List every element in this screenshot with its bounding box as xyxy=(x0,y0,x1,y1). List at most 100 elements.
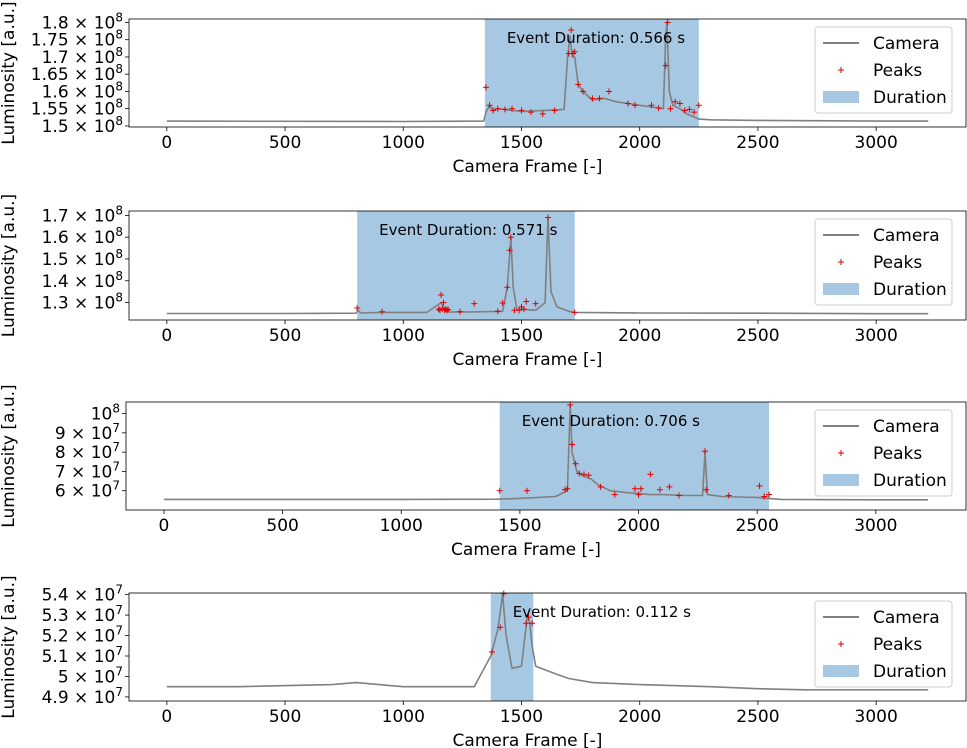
duration-band xyxy=(357,211,575,320)
y-tick-mantissa: 1.6 xyxy=(42,82,69,102)
y-tick-exponent: 7 xyxy=(115,624,123,638)
peak-marker xyxy=(518,107,525,114)
y-tick-label: 1.55 × 108 xyxy=(31,97,123,120)
y-tick-label: 1.8 × 108 xyxy=(42,10,123,33)
peak-marker xyxy=(499,299,506,306)
y-tick-label: 1.65 × 108 xyxy=(31,62,123,85)
y-tick-exponent: 8 xyxy=(115,28,123,42)
peak-marker xyxy=(624,100,631,107)
peak-marker xyxy=(551,107,558,114)
y-tick-times: × xyxy=(66,443,91,463)
y-tick-exponent: 8 xyxy=(115,203,123,217)
y-tick-exponent: 8 xyxy=(115,114,123,128)
peak-marker xyxy=(486,102,493,109)
peak-marker xyxy=(568,27,575,34)
peak-marker xyxy=(564,485,571,492)
peak-marker xyxy=(523,620,530,627)
y-tick-mantissa: 4.9 xyxy=(42,688,69,708)
peak-marker xyxy=(580,471,587,478)
peak-marker xyxy=(666,483,673,490)
x-tick-label: 1500 xyxy=(500,326,543,346)
peak-marker xyxy=(504,284,511,291)
duration-band xyxy=(490,593,534,701)
y-tick-label: 108 xyxy=(91,402,120,425)
peak-marker xyxy=(655,105,662,112)
peak-marker xyxy=(631,485,638,492)
peak-marker xyxy=(575,81,582,88)
y-tick-exponent: 8 xyxy=(115,97,123,111)
peak-marker xyxy=(444,307,451,314)
y-tick-mantissa: 1.4 xyxy=(42,272,69,292)
y-tick-label: 5.4 × 107 xyxy=(42,583,123,606)
y-tick-mantissa: 1.65 xyxy=(31,65,69,85)
legend-peaks-label: Peaks xyxy=(873,635,922,655)
peak-marker xyxy=(611,491,618,498)
y-tick-base: 10 xyxy=(94,65,116,85)
y-tick-times: × xyxy=(69,65,94,85)
y-tick-times: × xyxy=(69,606,94,626)
duration-band xyxy=(499,402,770,510)
y-tick-base: 10 xyxy=(94,606,116,626)
legend-peaks-label: Peaks xyxy=(873,444,922,464)
x-tick-label: 2500 xyxy=(736,326,779,346)
y-tick-mantissa: 1.7 xyxy=(42,48,69,68)
y-tick-mantissa: 1.5 xyxy=(42,250,69,270)
x-tick-label: 0 xyxy=(161,707,172,727)
event-duration-annotation: Event Duration: 0.571 s xyxy=(379,221,557,239)
x-tick-label: 1000 xyxy=(382,133,425,153)
y-tick-times: × xyxy=(66,462,91,482)
peak-marker xyxy=(529,620,536,627)
y-tick-times: × xyxy=(66,424,91,444)
y-axis-label: Luminosity [a.u.] xyxy=(0,194,19,337)
peak-marker xyxy=(675,492,682,499)
legend-duration-swatch xyxy=(823,91,859,103)
y-tick-exponent: 7 xyxy=(112,440,120,454)
x-tick-label: 0 xyxy=(161,326,172,346)
legend-peaks-label: Peaks xyxy=(873,61,922,81)
peak-marker xyxy=(507,234,514,241)
y-tick-times: × xyxy=(69,294,94,314)
peak-marker xyxy=(597,483,604,490)
event-duration-annotation: Event Duration: 0.566 s xyxy=(507,29,685,47)
x-tick-label: 2000 xyxy=(617,516,660,536)
y-tick-base: 10 xyxy=(94,117,116,137)
peak-marker xyxy=(605,88,612,95)
y-tick-base: 10 xyxy=(94,250,116,270)
x-tick-label: 500 xyxy=(269,707,301,727)
legend-camera-label: Camera xyxy=(873,226,940,246)
peak-marker xyxy=(524,487,531,494)
legend: Camera Peaks Duration xyxy=(814,218,953,306)
x-tick-label: 2000 xyxy=(618,133,661,153)
y-tick-label: 1.6 × 108 xyxy=(42,79,123,102)
peak-marker xyxy=(516,307,523,314)
x-tick-label: 0 xyxy=(161,133,172,153)
y-tick-label: 1.75 × 108 xyxy=(31,28,123,51)
peak-marker xyxy=(354,305,361,312)
y-tick-times: × xyxy=(69,206,94,226)
y-tick-mantissa: 6 xyxy=(55,482,66,502)
y-tick-base: 10 xyxy=(94,688,116,708)
y-tick-exponent: 8 xyxy=(112,402,120,416)
y-tick-base: 10 xyxy=(94,100,116,120)
legend: Camera Peaks Duration xyxy=(814,600,953,688)
y-tick-mantissa: 1.55 xyxy=(31,100,69,120)
x-tick-label: 1000 xyxy=(382,707,425,727)
y-tick-mantissa: 1.3 xyxy=(42,294,69,314)
axes-frame xyxy=(128,210,967,321)
y-tick-label: 1.6 × 108 xyxy=(42,225,123,248)
y-tick-label: 1.4 × 108 xyxy=(42,269,123,292)
x-tick-label: 1500 xyxy=(500,707,543,727)
peak-marker xyxy=(695,102,702,109)
peak-marker xyxy=(378,308,385,315)
peak-marker xyxy=(766,491,773,498)
y-tick-base: 10 xyxy=(91,482,113,502)
peak-marker xyxy=(676,100,683,107)
y-tick-times: × xyxy=(69,250,94,270)
legend-duration-swatch xyxy=(823,474,859,486)
peak-marker xyxy=(647,471,654,478)
y-tick-label: 4.9 × 107 xyxy=(42,685,123,708)
x-axis-label: Camera Frame [-] xyxy=(451,540,601,560)
y-tick-exponent: 7 xyxy=(112,479,120,493)
